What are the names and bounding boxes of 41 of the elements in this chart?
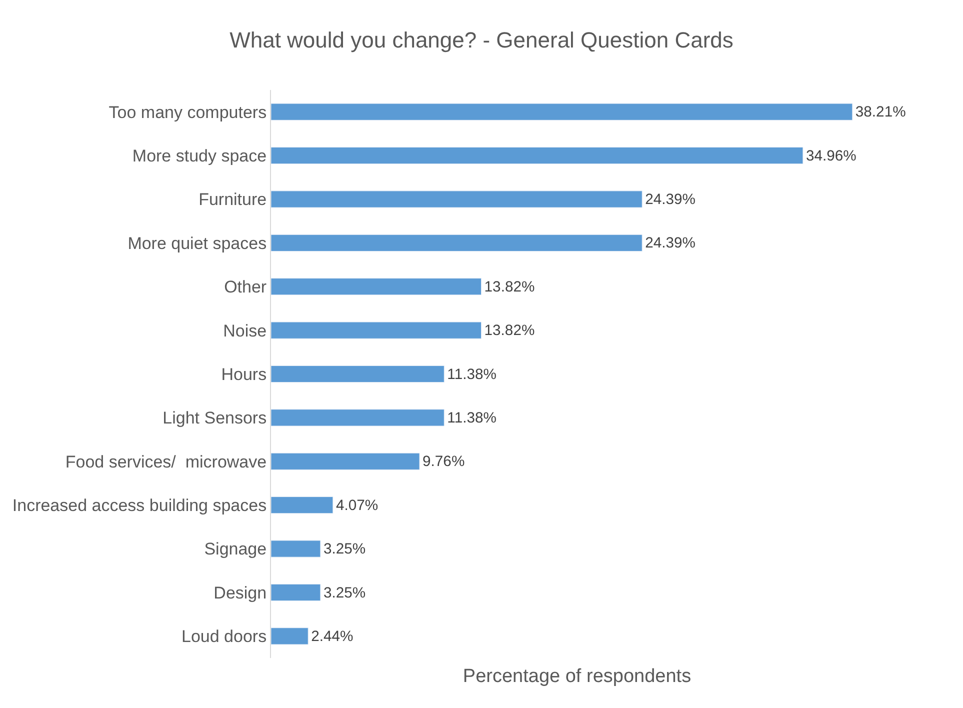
data-label: 3.25% bbox=[323, 542, 366, 558]
data-label: 38.21% bbox=[855, 104, 906, 121]
bar bbox=[271, 146, 804, 164]
data-label: 24.39% bbox=[645, 236, 696, 252]
bar bbox=[271, 452, 420, 470]
bar bbox=[271, 365, 444, 383]
y-tick-label: Hours bbox=[221, 364, 267, 384]
y-tick-label: Signage bbox=[204, 540, 267, 559]
bar bbox=[271, 540, 321, 558]
data-label: 34.96% bbox=[806, 148, 856, 164]
data-label: 13.82% bbox=[484, 323, 535, 340]
data-label: 11.38% bbox=[447, 366, 496, 383]
data-label: 2.44% bbox=[311, 628, 354, 645]
bar bbox=[271, 409, 444, 426]
bar bbox=[271, 278, 482, 296]
bar bbox=[271, 190, 642, 208]
y-tick-label: Furniture bbox=[198, 190, 267, 210]
bar bbox=[271, 103, 853, 120]
y-tick-label: Increased access building spaces bbox=[12, 496, 267, 516]
data-label: 9.76% bbox=[422, 454, 465, 470]
y-tick-label: Light Sensors bbox=[162, 408, 267, 428]
bar bbox=[271, 628, 308, 645]
y-tick-label: Too many computers bbox=[108, 102, 267, 122]
data-label: 11.38% bbox=[447, 410, 496, 426]
data-label: 13.82% bbox=[484, 279, 535, 296]
y-tick-label: More quiet spaces bbox=[128, 234, 267, 253]
y-tick-label: More study space bbox=[132, 146, 267, 166]
y-tick-label: Other bbox=[224, 278, 267, 297]
y-tick-label: Noise bbox=[223, 321, 267, 340]
bar bbox=[271, 322, 482, 339]
y-tick-label: Design bbox=[214, 583, 267, 602]
chart-title: What would you change? - General Question Cards bbox=[230, 27, 734, 52]
bar bbox=[271, 234, 642, 252]
y-tick-label: Food services/ microwave bbox=[65, 452, 267, 472]
y-tick-label: Loud doors bbox=[182, 627, 267, 646]
bar bbox=[271, 584, 321, 602]
data-label: 3.25% bbox=[323, 585, 366, 602]
data-label: 24.39% bbox=[645, 192, 696, 208]
bar bbox=[271, 496, 334, 514]
data-label: 4.07% bbox=[336, 498, 378, 514]
x-axis-title: Percentage of respondents bbox=[462, 666, 692, 687]
